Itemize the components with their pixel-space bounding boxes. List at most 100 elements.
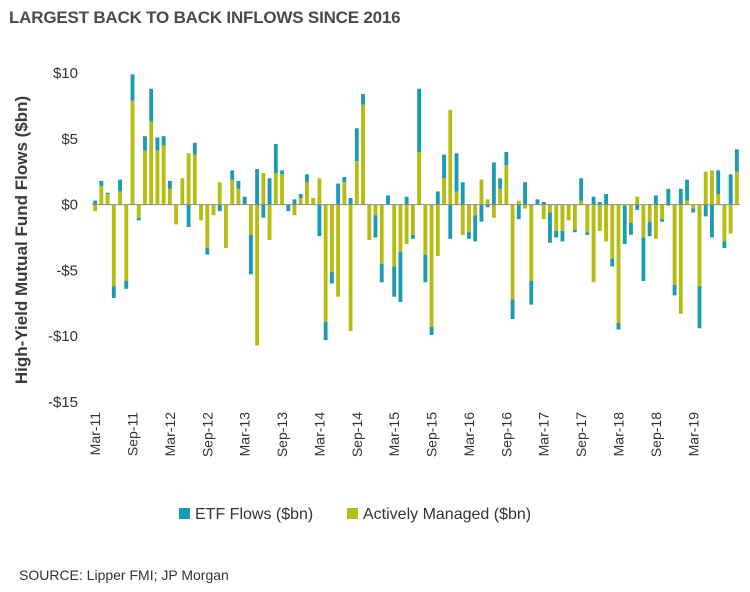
bar-etf-flows <box>678 188 683 205</box>
bar-actively-managed <box>280 174 284 205</box>
bar-etf-flows <box>616 323 621 330</box>
bar-etf-flows <box>136 217 141 221</box>
x-tick-label: Mar-15 <box>386 412 402 457</box>
bar-actively-managed <box>585 204 590 233</box>
bar-actively-managed <box>317 178 322 205</box>
bar-actively-managed <box>392 204 397 267</box>
bar-actively-managed <box>498 188 503 205</box>
bar-etf-flows <box>292 199 297 205</box>
bar-actively-managed <box>703 171 708 205</box>
bar-etf-flows <box>504 151 509 166</box>
bar-etf-flows <box>641 237 646 281</box>
chart-title: LARGEST BACK TO BACK INFLOWS SINCE 2016 <box>9 8 401 27</box>
bar-actively-managed <box>186 153 191 205</box>
bar-actively-managed <box>504 165 509 205</box>
bar-etf-flows <box>354 128 359 162</box>
bar-etf-flows <box>622 205 627 245</box>
bar-etf-flows <box>404 196 409 205</box>
bar-actively-managed <box>136 204 141 218</box>
bar-etf-flows <box>230 170 235 180</box>
x-tick-label: Sep-17 <box>573 412 589 457</box>
bar-etf-flows <box>604 194 608 205</box>
bar-actively-managed <box>373 204 378 216</box>
bar-etf-flows <box>448 204 453 239</box>
bar-etf-flows <box>498 178 503 189</box>
x-axis-ticks: Mar-11 Sep-11 Mar-12 Sep-12 Mar-13 Sep-13 Mar-… <box>87 412 701 457</box>
bar-etf-flows <box>460 182 465 205</box>
bar-etf-flows <box>155 137 160 151</box>
bar-actively-managed <box>641 204 646 238</box>
bar-actively-managed <box>398 204 403 252</box>
bar-actively-managed <box>697 204 702 287</box>
bar-etf-flows <box>348 198 353 205</box>
bar-etf-flows <box>161 136 166 146</box>
bar-actively-managed <box>728 204 733 234</box>
bar-actively-managed <box>448 109 453 205</box>
bar-actively-managed <box>710 170 714 205</box>
bar-actively-managed <box>579 200 584 205</box>
bar-actively-managed <box>423 204 428 255</box>
bar-etf-flows <box>454 153 459 192</box>
bar-actively-managed <box>622 204 627 206</box>
x-tick-label: Sep-13 <box>274 412 290 457</box>
bar-actively-managed <box>479 179 484 205</box>
bar-actively-managed <box>734 171 739 205</box>
bar-etf-flows <box>398 251 403 302</box>
bar-etf-flows <box>579 178 584 201</box>
bar-etf-flows <box>429 326 434 335</box>
bar-actively-managed <box>635 196 640 205</box>
bar-actively-managed <box>305 182 309 205</box>
bar-actively-managed <box>666 204 671 206</box>
bar-etf-flows <box>541 201 546 205</box>
bar-etf-flows <box>192 142 197 155</box>
bar-etf-flows <box>635 204 640 210</box>
bar-etf-flows <box>93 200 98 205</box>
bar-actively-managed <box>292 204 297 216</box>
bar-etf-flows <box>554 230 559 238</box>
bar-actively-managed <box>473 204 478 216</box>
bar-actively-managed <box>678 204 683 314</box>
bar-etf-flows <box>361 94 365 105</box>
bar-etf-flows <box>423 254 428 283</box>
bar-etf-flows <box>660 219 665 222</box>
bar-actively-managed <box>560 204 565 231</box>
bar-actively-managed <box>323 204 328 322</box>
bar-actively-managed <box>248 204 253 235</box>
bar-etf-flows <box>217 204 222 212</box>
bar-etf-flows <box>479 204 484 222</box>
bar-actively-managed <box>342 182 347 205</box>
bar-actively-managed <box>236 188 241 205</box>
bar-actively-managed <box>647 204 652 222</box>
bar-etf-flows <box>267 178 272 205</box>
bar-actively-managed <box>685 200 689 205</box>
bar-actively-managed <box>224 204 228 249</box>
bar-etf-flows <box>111 286 116 299</box>
bar-actively-managed <box>161 145 166 205</box>
legend-label-etf: ETF Flows ($bn) <box>195 506 313 523</box>
bar-etf-flows <box>442 154 446 179</box>
bar-etf-flows <box>653 195 658 205</box>
bar-etf-flows <box>703 204 708 217</box>
bar-etf-flows <box>672 284 677 296</box>
bar-actively-managed <box>454 191 459 205</box>
bar-actively-managed <box>516 200 521 205</box>
legend: ETF Flows ($bn) Actively Managed ($bn) <box>179 506 531 523</box>
bar-actively-managed <box>629 204 633 224</box>
bar-etf-flows <box>373 215 378 238</box>
bar-etf-flows <box>105 192 110 195</box>
bar-actively-managed <box>155 150 160 205</box>
bar-etf-flows <box>248 234 253 275</box>
bar-etf-flows <box>255 169 260 205</box>
bar-etf-flows <box>143 136 147 151</box>
bar-etf-flows <box>286 204 291 212</box>
bar-actively-managed <box>597 204 602 231</box>
bar-actively-managed <box>261 173 266 205</box>
bar-actively-managed <box>722 204 727 242</box>
bar-actively-managed <box>566 204 571 221</box>
y-tick-label: $0 <box>61 197 78 214</box>
x-tick-label: Mar-13 <box>237 412 253 457</box>
bar-etf-flows <box>392 266 397 297</box>
bar-actively-managed <box>167 188 172 205</box>
bar-actively-managed <box>205 204 210 249</box>
bar-etf-flows <box>485 204 490 208</box>
